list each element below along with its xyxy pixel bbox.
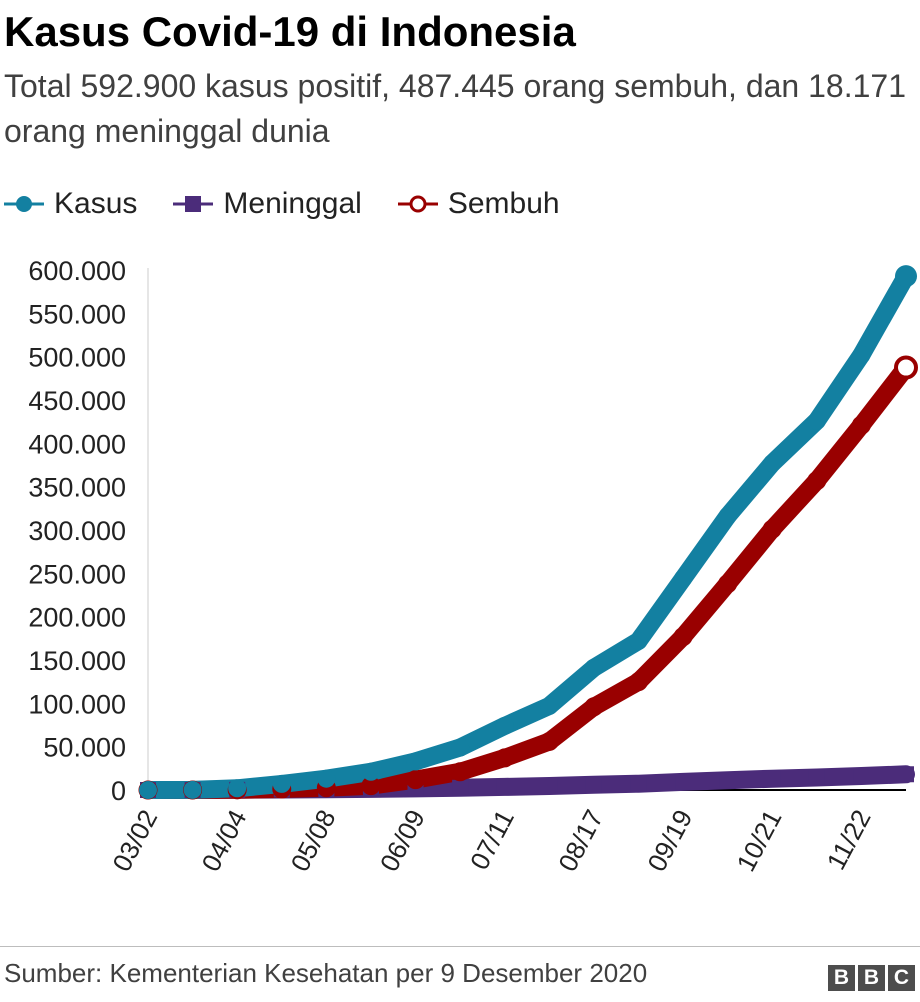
data-point-sembuh	[628, 672, 648, 692]
data-point-kasus	[317, 769, 336, 788]
data-point-kasus	[495, 716, 514, 735]
data-point-sembuh	[584, 697, 604, 717]
legend-marker-kasus-icon	[4, 196, 44, 212]
data-point-kasus	[674, 569, 693, 588]
data-point-kasus	[228, 779, 247, 798]
x-tick-label: 11/22	[821, 805, 877, 875]
y-tick-label: 400.000	[28, 429, 126, 459]
y-tick-label: 350.000	[28, 473, 126, 503]
legend-marker-sembuh-icon	[397, 195, 438, 213]
x-tick-label: 08/17	[552, 805, 609, 877]
legend-marker-meninggal-icon	[173, 196, 214, 212]
data-point-kasus	[584, 658, 603, 677]
data-point-kasus	[540, 696, 559, 715]
bbc-logo-letter: B	[858, 965, 885, 991]
chart-subtitle: Total 592.900 kasus positif, 487.445 ora…	[4, 68, 906, 149]
data-point-sembuh	[406, 770, 426, 790]
line-chart: 0 50.000 100.000 150.000 200.000 250.000 300.0…	[28, 256, 918, 877]
bbc-logo-letter: C	[888, 965, 915, 991]
bbc-logo-letter: B	[828, 965, 855, 991]
data-point-kasus	[183, 780, 202, 799]
data-point-meninggal	[541, 778, 558, 795]
x-tick-label: 09/19	[641, 805, 698, 877]
x-tick-label: 06/09	[374, 805, 431, 877]
footer-divider	[0, 946, 920, 947]
legend-item-kasus: Kasus	[4, 187, 137, 221]
data-point-sembuh	[450, 762, 470, 782]
data-point-kasus	[406, 752, 425, 771]
data-point-meninggal	[630, 775, 647, 792]
data-point-meninggal	[853, 768, 870, 785]
x-tick-label: 03/02	[106, 805, 163, 877]
data-point-meninggal	[585, 776, 602, 793]
legend-label-meninggal: Meninggal	[223, 187, 362, 220]
data-point-meninggal	[675, 773, 692, 790]
data-point-sembuh	[762, 519, 782, 539]
y-tick-label: 600.000	[28, 256, 126, 286]
data-point-sembuh	[495, 748, 515, 768]
y-tick-label: 150.000	[28, 646, 126, 676]
y-tick-label: 50.000	[43, 733, 126, 763]
y-tick-label: 0	[111, 776, 126, 806]
data-point-sembuh	[673, 627, 693, 647]
data-point-sembuh	[807, 471, 827, 491]
data-point-kasus	[852, 345, 871, 364]
series-line-kasus	[139, 267, 915, 799]
y-tick-label: 300.000	[28, 516, 126, 546]
data-point-kasus	[451, 738, 470, 757]
data-point-meninggal	[898, 766, 914, 783]
x-tick-label: 10/21	[730, 805, 787, 877]
data-point-kasus	[139, 780, 157, 799]
legend-label-kasus: Kasus	[54, 187, 138, 220]
data-point-kasus	[361, 762, 380, 781]
data-point-sembuh	[539, 731, 559, 751]
legend: Kasus Meninggal Sembuh	[4, 184, 596, 224]
data-point-sembuh	[718, 574, 738, 594]
data-point-kasus	[629, 631, 648, 650]
data-point-meninggal	[808, 769, 825, 786]
x-tick-label: 05/08	[285, 805, 342, 877]
data-point-meninggal	[496, 778, 513, 795]
series-line-sembuh	[139, 358, 915, 799]
y-tick-label: 450.000	[28, 386, 126, 416]
data-point-meninggal	[764, 770, 781, 787]
source-note: Sumber: Kementerian Kesehatan per 9 Dese…	[4, 958, 648, 988]
data-point-meninggal	[452, 779, 469, 796]
legend-item-meninggal: Meninggal	[173, 187, 362, 221]
y-tick-label: 250.000	[28, 559, 126, 589]
x-tick-label: 07/11	[464, 805, 520, 875]
legend-label-sembuh: Sembuh	[447, 187, 560, 220]
data-point-kasus-last	[895, 265, 917, 288]
chart-title: Kasus Covid-19 di Indonesia	[4, 8, 576, 55]
data-point-kasus	[763, 454, 782, 473]
data-point-sembuh-last	[894, 355, 918, 380]
data-point-meninggal	[719, 772, 736, 789]
y-tick-label: 100.000	[28, 689, 126, 719]
data-point-kasus	[272, 774, 291, 793]
y-tick-label: 200.000	[28, 603, 126, 633]
data-point-kasus	[807, 411, 826, 430]
legend-item-sembuh: Sembuh	[397, 187, 560, 221]
data-point-kasus	[718, 507, 737, 526]
y-tick-label: 550.000	[28, 299, 126, 329]
y-tick-label: 500.000	[28, 343, 126, 373]
x-tick-label: 04/04	[195, 805, 252, 877]
data-point-sembuh	[851, 415, 871, 435]
bbc-logo: B B C	[828, 965, 915, 991]
